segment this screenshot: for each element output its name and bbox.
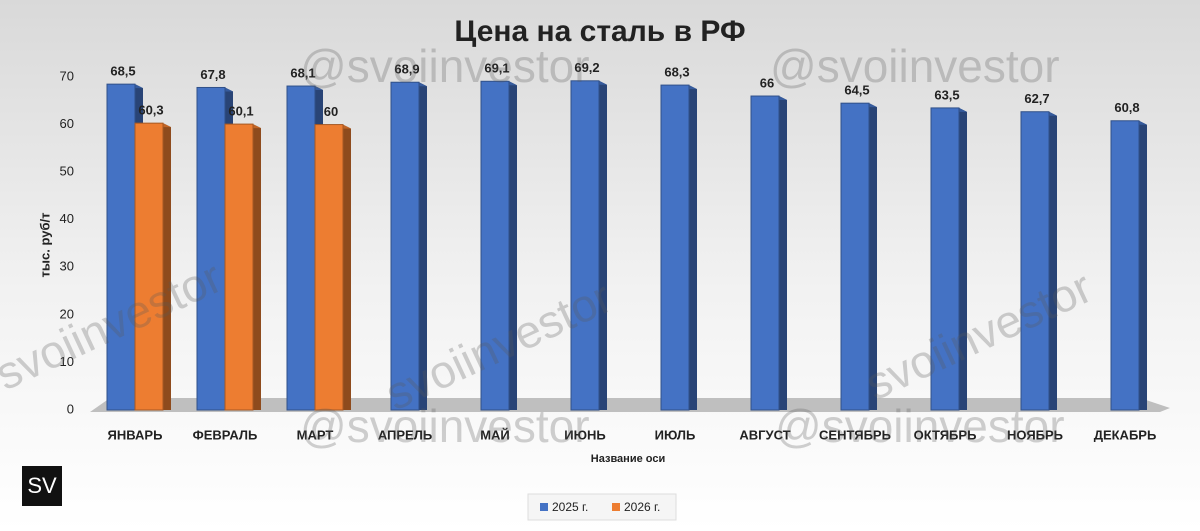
bar: [840, 102, 870, 411]
data-label: 69,1: [484, 61, 509, 76]
bar-side: [1049, 111, 1057, 410]
y-tick-label: 50: [60, 164, 74, 179]
x-tick-label: ИЮНЬ: [564, 427, 605, 442]
legend-label: 2025 г.: [552, 500, 588, 514]
data-label: 60: [324, 104, 338, 119]
bar: [224, 123, 254, 411]
bar-side: [869, 103, 877, 411]
x-tick-label: ДЕКАБРЬ: [1094, 427, 1157, 442]
x-tick-label: ИЮЛЬ: [655, 427, 696, 442]
data-label: 68,3: [664, 65, 689, 80]
bar-side: [509, 81, 517, 410]
bar: [314, 124, 344, 411]
y-axis-title: тыс. руб/т: [37, 213, 52, 278]
legend-swatch: [540, 503, 548, 511]
data-label: 60,1: [228, 104, 253, 119]
data-label: 60,8: [1114, 100, 1139, 115]
y-tick-label: 70: [60, 68, 74, 83]
watermark: @svoiinvestor: [300, 400, 590, 452]
bar: [196, 86, 226, 411]
watermark: @svoiinvestor: [300, 40, 590, 92]
x-axis-title: Название оси: [591, 453, 665, 465]
bar-side: [779, 96, 787, 411]
plot-area: 0 10 20 30 40 50 60 70 ЯНВАРЬ 68,5 60,3 ФЕВРАЛЬ 67,8…: [60, 60, 1157, 442]
x-tick-label: ОКТЯБРЬ: [914, 427, 977, 442]
bar-side: [163, 123, 171, 410]
bar-side: [343, 124, 351, 411]
bar: [570, 80, 600, 411]
bar: [750, 95, 780, 411]
bar-side: [253, 124, 261, 411]
data-label: 68,5: [110, 64, 135, 79]
y-tick-label: 40: [60, 211, 74, 226]
y-tick-label: 0: [67, 401, 74, 416]
data-label: 67,8: [200, 67, 225, 82]
x-tick-label: АПРЕЛЬ: [378, 427, 432, 442]
legend-box: [527, 493, 677, 521]
legend-label: 2026 г.: [624, 500, 660, 514]
y-tick-label: 10: [60, 354, 74, 369]
bar: [1020, 111, 1050, 411]
bar: [660, 84, 690, 411]
data-label: 62,7: [1024, 91, 1049, 106]
data-label: 68,9: [394, 62, 419, 77]
data-label: 63,5: [934, 87, 959, 102]
x-tick-label: МАРТ: [297, 427, 334, 442]
data-label: 66: [760, 75, 774, 90]
data-label: 60,3: [138, 103, 163, 118]
logo: SV: [27, 473, 57, 498]
bar: [480, 80, 510, 411]
x-tick-label: МАЙ: [480, 427, 510, 442]
data-label: 68,1: [290, 65, 315, 80]
data-label: 64,5: [844, 83, 869, 98]
x-tick-label: ФЕВРАЛЬ: [193, 427, 258, 442]
bar-side: [419, 82, 427, 411]
bar-side: [689, 85, 697, 410]
y-tick-label: 20: [60, 306, 74, 321]
x-tick-label: ЯНВАРЬ: [108, 427, 163, 442]
bar: [1110, 120, 1140, 411]
watermark: @svoiinvestor: [770, 40, 1060, 92]
data-label: 69,2: [574, 60, 599, 75]
bar-side: [599, 80, 607, 410]
x-tick-label: НОЯБРЬ: [1007, 427, 1063, 442]
x-tick-label: АВГУСТ: [739, 427, 790, 442]
x-tick-label: СЕНТЯБРЬ: [819, 427, 891, 442]
bar-side: [959, 107, 967, 411]
bar: [286, 85, 316, 411]
watermark: @svoiinvestor: [775, 400, 1065, 452]
chart-title: Цена на сталь в РФ: [454, 15, 745, 48]
bar: [390, 81, 420, 411]
logo-box: [22, 466, 62, 506]
bar-side: [1139, 120, 1147, 410]
floor: [90, 398, 1170, 412]
y-tick-label: 30: [60, 259, 74, 274]
y-tick-label: 60: [60, 116, 74, 131]
bar: [134, 122, 164, 411]
bar: [930, 107, 960, 411]
legend-swatch: [612, 503, 620, 511]
bar: [106, 83, 136, 411]
